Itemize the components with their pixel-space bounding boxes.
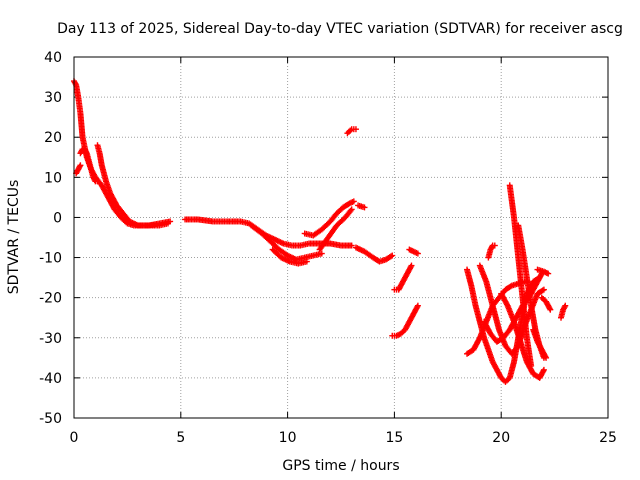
- data-point: [96, 180, 103, 187]
- plot-frame: [73, 56, 609, 419]
- x-tick-label: 0: [70, 430, 79, 446]
- series-arc22: [498, 290, 547, 381]
- y-axis-label: SDTVAR / TECUs: [6, 180, 22, 295]
- series-arc18: [506, 182, 535, 369]
- series-arc20: [464, 278, 530, 357]
- series-arc24: [534, 266, 552, 277]
- data-point: [545, 270, 552, 277]
- y-tick-label: -30: [39, 331, 62, 347]
- series-arc23: [485, 242, 498, 261]
- series-arc10: [352, 244, 396, 265]
- x-tick-label: 20: [492, 430, 510, 446]
- data-point: [167, 218, 174, 225]
- y-tick-label: 10: [44, 170, 62, 186]
- x-tick-label: 25: [599, 430, 617, 446]
- y-tick-label: -50: [39, 411, 62, 427]
- data-point: [389, 252, 396, 259]
- y-tick-label: 40: [44, 50, 62, 66]
- series-arc26: [530, 326, 550, 361]
- data-point: [77, 162, 84, 169]
- data-point: [540, 286, 547, 293]
- chart-title: Day 113 of 2025, Sidereal Day-to-day VTE…: [57, 21, 623, 37]
- series-arc15: [389, 302, 421, 339]
- y-tick-label: -20: [39, 291, 62, 307]
- x-axis-label: GPS time / hours: [282, 458, 399, 474]
- series-arc8: [301, 198, 357, 239]
- series-arc7: [269, 246, 310, 267]
- y-tick-label: -40: [39, 371, 62, 387]
- series-arc25: [538, 294, 554, 313]
- data-point: [491, 242, 498, 249]
- data-point: [414, 302, 421, 309]
- data-point: [539, 287, 546, 294]
- data-point: [540, 366, 547, 373]
- data-point: [414, 250, 421, 257]
- data-point: [562, 302, 569, 309]
- data-point: [543, 354, 550, 361]
- data-point: [318, 250, 325, 257]
- series-arc2: [77, 146, 103, 187]
- data-point: [352, 126, 359, 133]
- data-points: [71, 78, 569, 385]
- axis-ticks: 0 5 10 15 20 25 -50 -40 -30 -20 -10 0 10 20 30 40: [39, 50, 617, 446]
- y-tick-label: 0: [53, 210, 62, 226]
- series-arc13: [391, 262, 415, 293]
- data-point: [303, 258, 310, 265]
- x-tick-label: 10: [279, 430, 297, 446]
- data-point: [547, 306, 554, 313]
- series-arc4: [94, 142, 174, 229]
- data-point: [387, 253, 394, 260]
- series-arc11: [355, 202, 368, 211]
- series-arc27: [558, 302, 569, 321]
- y-tick-label: 20: [44, 130, 62, 146]
- data-point: [523, 278, 530, 285]
- series-arc14: [406, 246, 421, 257]
- series-arc12: [344, 126, 359, 137]
- data-point: [350, 198, 357, 205]
- series-arc3: [73, 162, 84, 177]
- data-point: [361, 204, 368, 211]
- series-arc9: [316, 206, 355, 253]
- data-point: [348, 206, 355, 213]
- data-point: [408, 262, 415, 269]
- data-point: [348, 242, 355, 249]
- x-tick-label: 5: [176, 430, 185, 446]
- x-tick-label: 15: [385, 430, 403, 446]
- y-tick-label: -10: [39, 251, 62, 267]
- y-tick-label: 30: [44, 90, 62, 106]
